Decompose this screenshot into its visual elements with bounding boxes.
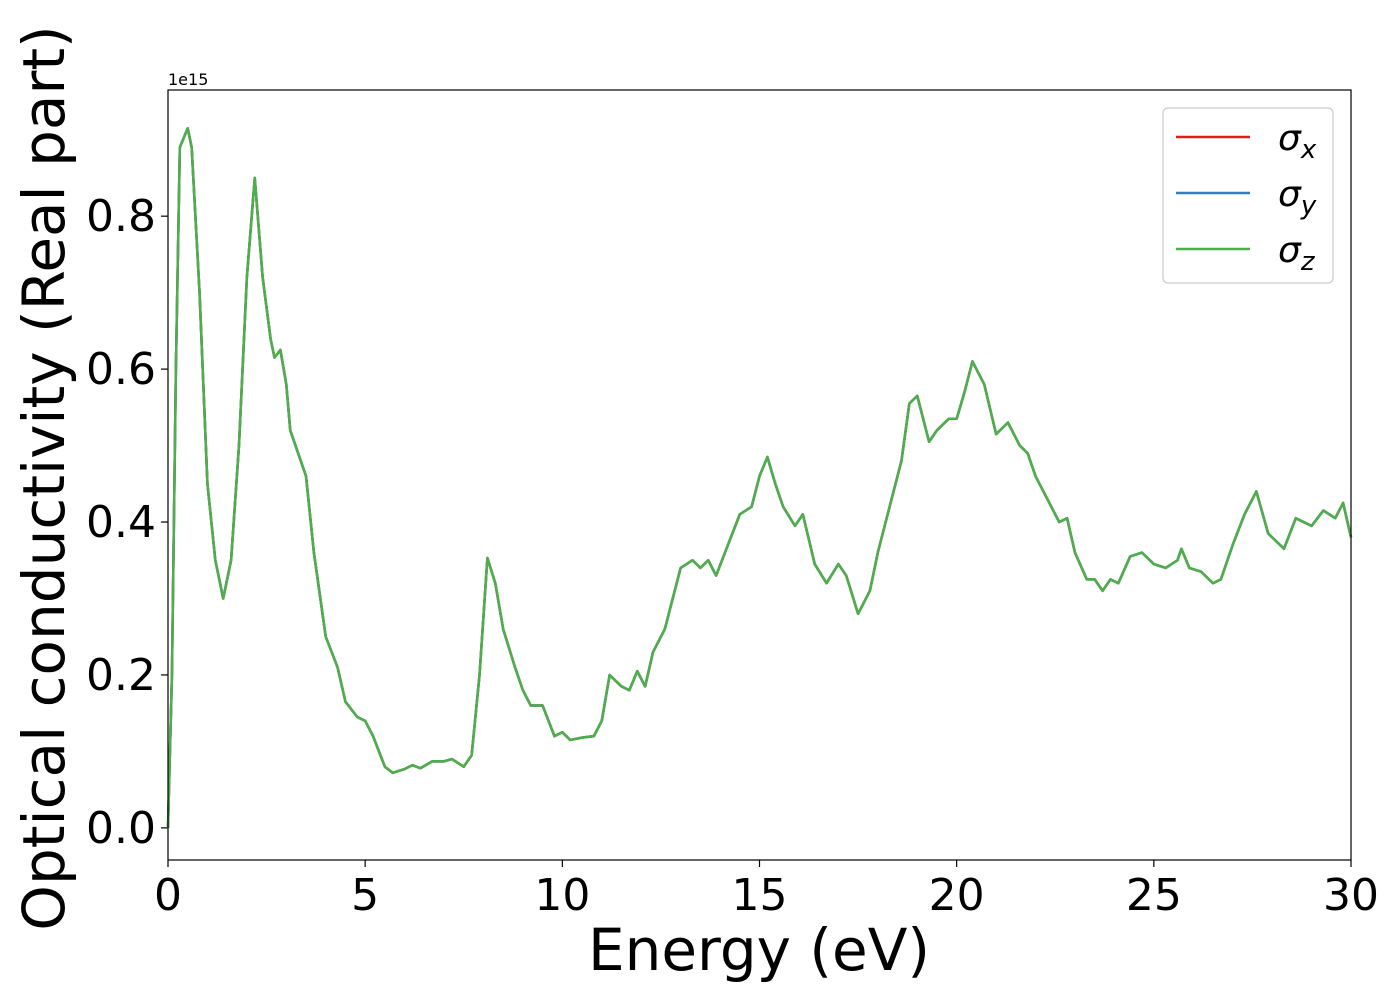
x-tick-label: 10 xyxy=(534,870,590,921)
x-tick-label: 0 xyxy=(154,870,182,921)
x-tick-label: 5 xyxy=(351,870,379,921)
legend-label: σz xyxy=(1278,230,1316,277)
data-line xyxy=(166,126,1353,828)
legend-box xyxy=(1162,107,1334,284)
plot-frame xyxy=(167,89,1352,861)
x-tick-label: 25 xyxy=(1126,870,1182,921)
offset-text: 1e15 xyxy=(168,70,208,89)
y-tick-label: 0.0 xyxy=(86,803,156,854)
legend-label: σy xyxy=(1278,174,1317,221)
y-tick-label: 0.2 xyxy=(86,650,156,701)
x-tick-label: 20 xyxy=(929,870,985,921)
legend-label: σx xyxy=(1278,118,1317,165)
y-tick-label: 0.8 xyxy=(86,191,156,242)
x-axis-label: Energy (eV) xyxy=(588,916,930,984)
legend: σx σy σz xyxy=(1162,107,1334,284)
x-tick-label: 30 xyxy=(1323,870,1379,921)
x-tick-label: 15 xyxy=(732,870,788,921)
y-tick-label: 0.4 xyxy=(86,497,156,548)
y-axis-label: Optical conductivity (Real part) xyxy=(10,25,78,930)
y-tick-label: 0.6 xyxy=(86,344,156,395)
